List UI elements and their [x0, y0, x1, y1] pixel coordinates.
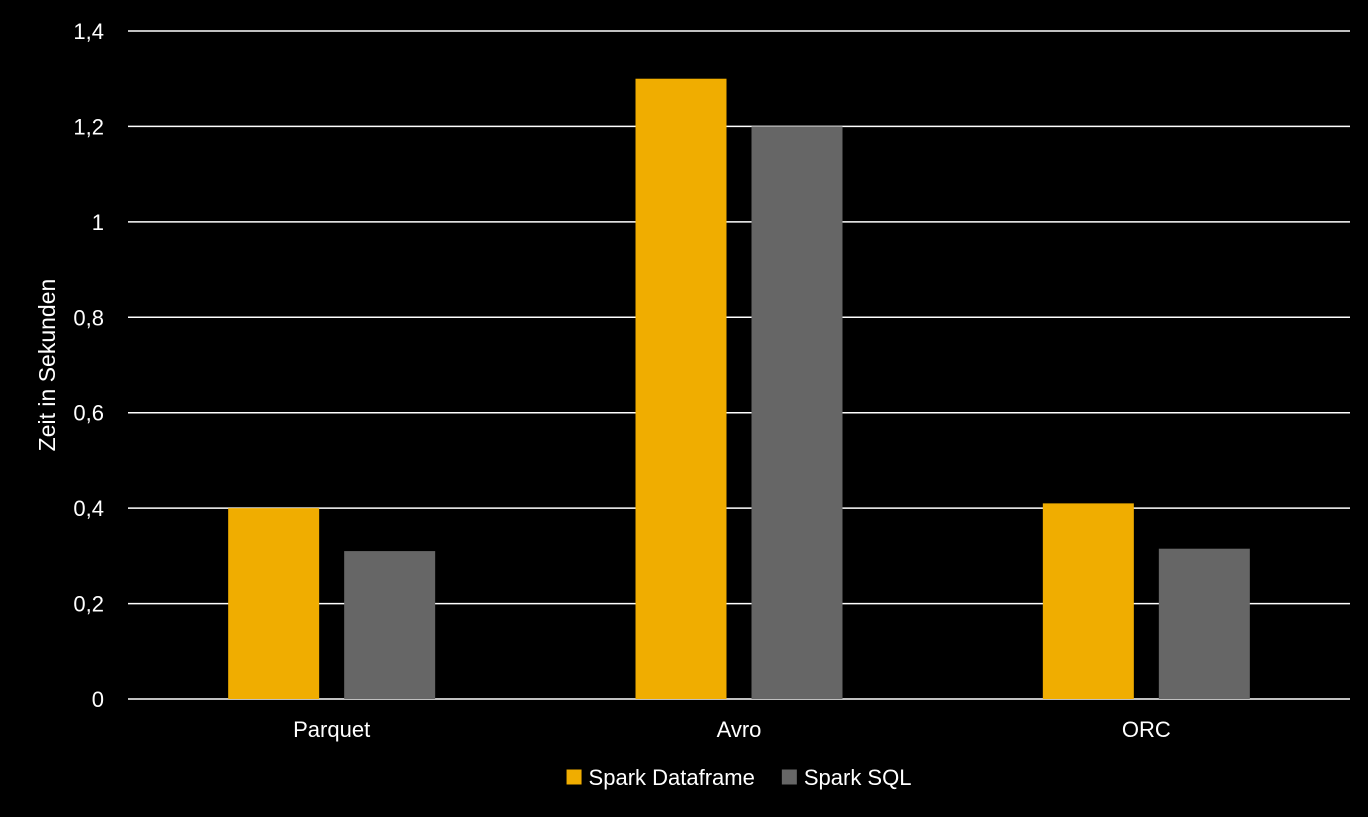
- legend-label: Spark Dataframe: [589, 765, 755, 790]
- y-tick-label: 1,2: [73, 114, 104, 139]
- bars: [228, 78, 1250, 699]
- y-tick-label: 1,4: [73, 19, 104, 44]
- bar-spark-dataframe-orc: [1042, 503, 1134, 699]
- x-category-label: Parquet: [293, 717, 370, 742]
- y-tick-label: 1: [92, 210, 104, 235]
- y-tick-label: 0,2: [73, 592, 104, 617]
- y-axis-label: Zeit in Sekunden: [34, 279, 60, 452]
- bar-spark-sql-avro: [751, 126, 843, 699]
- y-tick-label: 0: [92, 687, 104, 712]
- gridlines: [128, 30, 1350, 700]
- legend: Spark Dataframe Spark SQL: [566, 765, 912, 790]
- bar-spark-dataframe-parquet: [228, 508, 320, 699]
- x-axis-category-labels: Parquet Avro ORC: [293, 717, 1171, 742]
- x-category-label: Avro: [717, 717, 762, 742]
- y-tick-label: 0,4: [73, 496, 104, 521]
- y-tick-label: 0,8: [73, 305, 104, 330]
- y-axis-tick-labels: 0 0,2 0,4 0,6 0,8 1 1,2 1,4: [73, 19, 104, 712]
- bar-spark-sql-orc: [1158, 548, 1250, 699]
- legend-swatch: [566, 769, 582, 785]
- bar-spark-sql-parquet: [344, 551, 436, 699]
- legend-swatch: [781, 769, 797, 785]
- y-tick-label: 0,6: [73, 401, 104, 426]
- legend-label: Spark SQL: [804, 765, 912, 790]
- bar-spark-dataframe-avro: [635, 78, 727, 699]
- x-category-label: ORC: [1122, 717, 1171, 742]
